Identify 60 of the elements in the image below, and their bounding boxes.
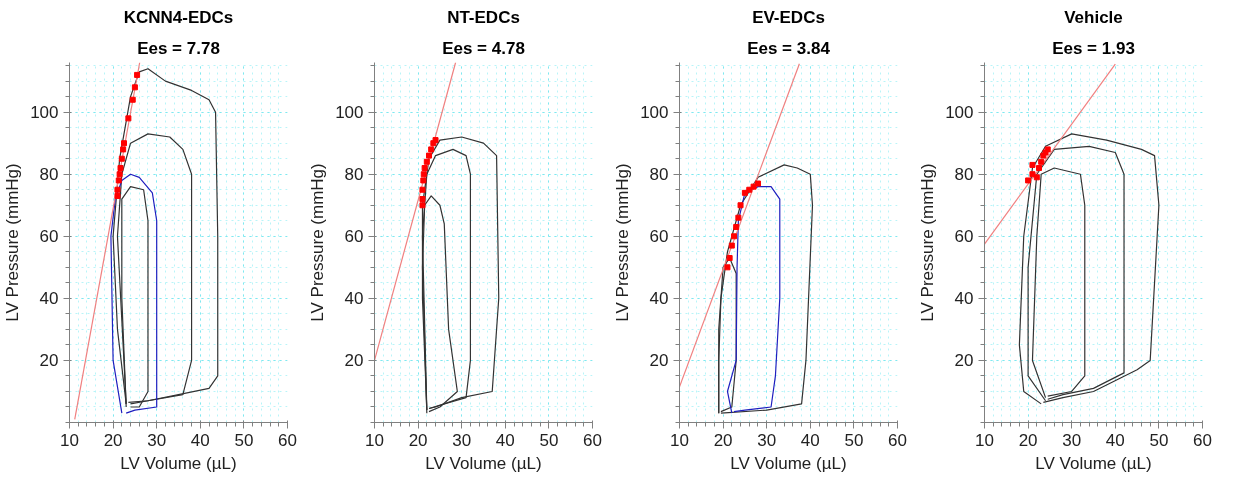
y-tick-label: 40 bbox=[39, 289, 59, 309]
x-tick-label: 20 bbox=[713, 430, 733, 450]
y-axis-title: LV Pressure (mmHg) bbox=[3, 163, 23, 322]
x-tick-label: 30 bbox=[147, 430, 167, 450]
x-tick-label: 40 bbox=[800, 430, 820, 450]
y-tick-label: 100 bbox=[30, 103, 59, 123]
x-tick-label: 10 bbox=[365, 430, 384, 450]
chart-subtitle: Ees = 3.84 bbox=[747, 38, 831, 58]
y-tick-label: 60 bbox=[344, 227, 364, 247]
y-tick-label: 60 bbox=[39, 227, 59, 247]
x-tick-label: 50 bbox=[1149, 430, 1169, 450]
chart-title: Vehicle bbox=[1064, 7, 1123, 27]
x-tick-label: 50 bbox=[234, 430, 254, 450]
y-tick-label: 60 bbox=[649, 227, 669, 247]
chart-title: KCNN4-EDCs bbox=[123, 7, 234, 27]
x-tick-label: 30 bbox=[452, 430, 472, 450]
y-tick-label: 40 bbox=[344, 289, 364, 309]
y-tick-label: 100 bbox=[945, 103, 974, 123]
y-axis-title: LV Pressure (mmHg) bbox=[918, 163, 938, 322]
y-tick-label: 20 bbox=[649, 351, 669, 371]
x-tick-label: 60 bbox=[888, 430, 907, 450]
x-tick-label: 20 bbox=[103, 430, 123, 450]
chart-title: NT-EDCs bbox=[447, 7, 520, 27]
x-tick-label: 10 bbox=[670, 430, 689, 450]
x-tick-label: 30 bbox=[757, 430, 777, 450]
x-tick-label: 20 bbox=[1018, 430, 1038, 450]
y-tick-label: 40 bbox=[954, 289, 974, 309]
y-tick-label: 100 bbox=[640, 103, 669, 123]
x-tick-label: 60 bbox=[583, 430, 602, 450]
chart-subtitle: Ees = 1.93 bbox=[1052, 38, 1135, 58]
y-tick-label: 80 bbox=[344, 165, 364, 185]
x-tick-label: 30 bbox=[1062, 430, 1082, 450]
y-tick-label: 20 bbox=[39, 351, 59, 371]
y-tick-label: 80 bbox=[649, 165, 669, 185]
x-tick-label: 60 bbox=[278, 430, 297, 450]
chart-title: EV-EDCs bbox=[752, 7, 825, 27]
x-tick-label: 40 bbox=[1105, 430, 1125, 450]
chart-subtitle: Ees = 7.78 bbox=[137, 38, 220, 58]
x-axis-title: LV Volume (µL) bbox=[730, 453, 847, 473]
x-tick-label: 40 bbox=[495, 430, 515, 450]
x-tick-label: 10 bbox=[60, 430, 79, 450]
chart-subtitle: Ees = 4.78 bbox=[442, 38, 525, 58]
x-tick-label: 10 bbox=[975, 430, 994, 450]
y-tick-label: 20 bbox=[344, 351, 364, 371]
y-tick-label: 100 bbox=[335, 103, 364, 123]
x-tick-label: 40 bbox=[190, 430, 210, 450]
x-axis-title: LV Volume (µL) bbox=[1035, 453, 1152, 473]
x-tick-label: 60 bbox=[1193, 430, 1212, 450]
x-axis-title: LV Volume (µL) bbox=[425, 453, 542, 473]
y-tick-label: 60 bbox=[954, 227, 974, 247]
y-tick-label: 80 bbox=[39, 165, 59, 185]
y-tick-label: 80 bbox=[954, 165, 974, 185]
y-axis-title: LV Pressure (mmHg) bbox=[308, 163, 328, 322]
y-axis-title: LV Pressure (mmHg) bbox=[613, 163, 633, 322]
x-tick-label: 50 bbox=[539, 430, 559, 450]
x-tick-label: 50 bbox=[844, 430, 864, 450]
x-tick-label: 20 bbox=[408, 430, 428, 450]
y-tick-label: 20 bbox=[954, 351, 974, 371]
x-axis-title: LV Volume (µL) bbox=[120, 453, 237, 473]
y-tick-label: 40 bbox=[649, 289, 669, 309]
